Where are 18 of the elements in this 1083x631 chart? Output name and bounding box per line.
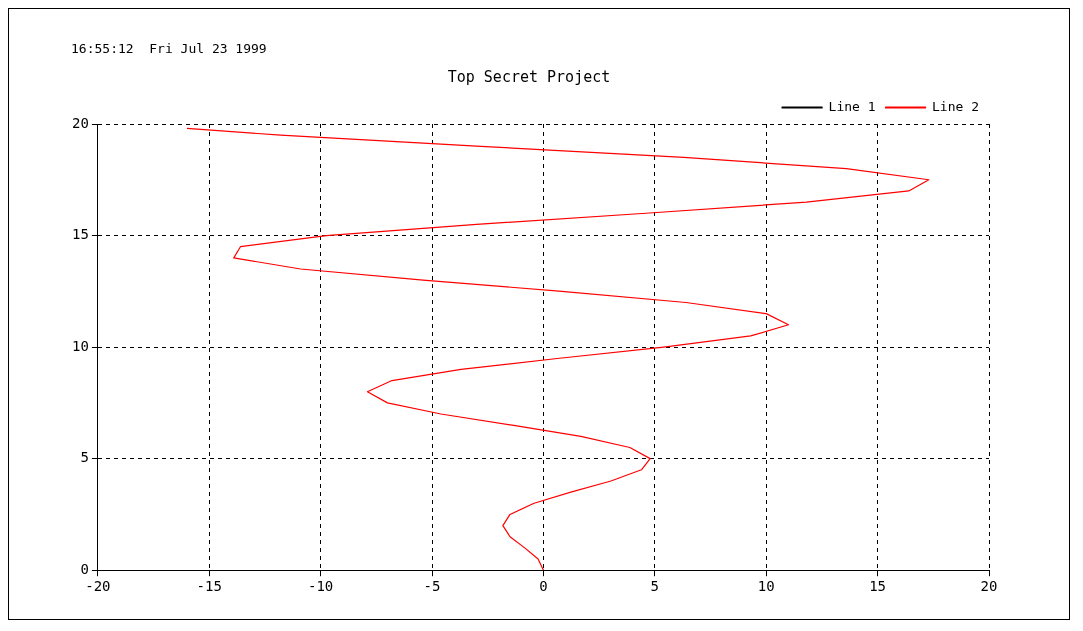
x-tick-label: -20: [85, 578, 111, 595]
x-tick-label: -5: [423, 578, 441, 595]
legend-label: Line 1: [828, 98, 876, 114]
x-tick-label: 10: [757, 578, 775, 595]
legend-label: Line 2: [932, 98, 980, 114]
y-tick-label: 20: [72, 114, 89, 131]
x-tick-label: 0: [539, 578, 548, 595]
y-tick-label: 5: [80, 449, 89, 466]
x-tick-label: 5: [650, 578, 660, 595]
x-tick-label: 20: [980, 578, 998, 595]
x-tick-label: -15: [196, 578, 222, 595]
y-tick-label: 15: [72, 226, 89, 243]
x-tick-label: 15: [869, 578, 887, 595]
y-tick-label: 10: [72, 337, 89, 354]
chart-title: Top Secret Project: [447, 67, 611, 86]
x-tick-label: -10: [307, 578, 334, 595]
y-tick-label: 0: [80, 560, 89, 577]
text: 16:55:12 Fri Jul 23 1999: [71, 40, 267, 56]
